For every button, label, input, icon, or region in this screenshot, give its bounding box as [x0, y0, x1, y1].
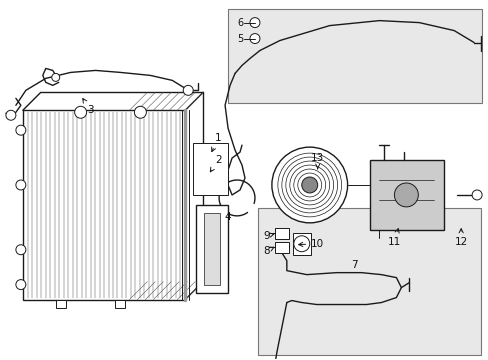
Circle shape	[293, 236, 309, 252]
Circle shape	[183, 85, 193, 95]
Circle shape	[301, 177, 317, 193]
Text: 3: 3	[82, 99, 94, 115]
Bar	[227, 9, 481, 103]
Circle shape	[394, 183, 417, 207]
Circle shape	[16, 180, 26, 190]
Bar	[203, 213, 220, 285]
Bar	[23, 110, 185, 300]
Circle shape	[16, 280, 26, 289]
Text: 13: 13	[310, 153, 324, 169]
Bar	[56, 300, 65, 307]
Circle shape	[471, 190, 481, 200]
Text: 11: 11	[387, 229, 400, 247]
Circle shape	[249, 33, 260, 44]
Bar	[193, 143, 227, 195]
Circle shape	[75, 106, 86, 118]
Text: 8: 8	[263, 246, 273, 256]
Text: 7: 7	[350, 260, 357, 270]
Text: 2: 2	[210, 155, 221, 172]
Text: 12: 12	[454, 229, 467, 247]
Text: 6: 6	[237, 18, 243, 28]
Text: 1: 1	[211, 133, 221, 152]
Circle shape	[6, 110, 16, 120]
Text: 10: 10	[298, 239, 324, 249]
Bar	[292, 233, 310, 255]
Circle shape	[134, 106, 146, 118]
Bar	[369, 160, 443, 230]
Bar	[274, 228, 288, 239]
Circle shape	[16, 125, 26, 135]
Text: 4: 4	[224, 212, 231, 222]
Circle shape	[52, 73, 60, 81]
Bar	[258, 208, 480, 355]
Bar	[196, 205, 227, 293]
Circle shape	[16, 245, 26, 255]
Bar	[115, 300, 125, 307]
Circle shape	[271, 147, 347, 223]
Text: 5: 5	[236, 33, 243, 44]
Bar	[274, 242, 288, 253]
Circle shape	[249, 18, 260, 28]
Text: 9: 9	[263, 231, 273, 241]
